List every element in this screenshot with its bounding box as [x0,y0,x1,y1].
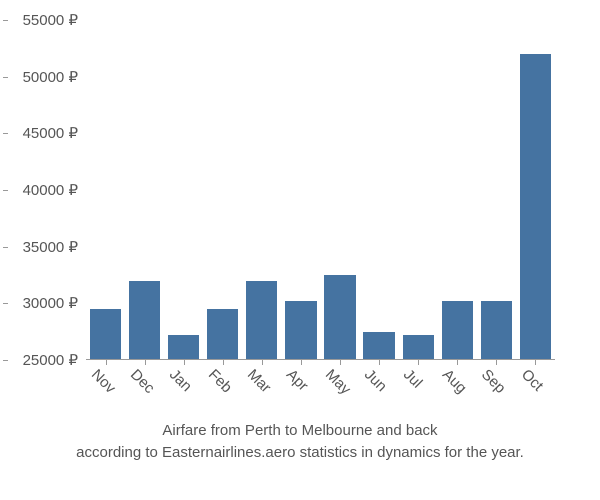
bar-slot [203,20,242,360]
x-tick-mark [145,360,146,365]
bar [168,335,199,360]
bar [442,301,473,360]
x-tick-label: Jun [361,366,390,395]
x-tick-mark [184,360,185,365]
airfare-bar-chart: 25000 ₽30000 ₽35000 ₽40000 ₽45000 ₽50000… [85,20,555,360]
chart-caption: Airfare from Perth to Melbourne and back… [0,420,600,464]
bar [207,309,238,360]
bar-slot [86,20,125,360]
x-tick-label: Oct [518,366,547,395]
caption-line-2: according to Easternairlines.aero statis… [0,442,600,464]
y-tick-label: 55000 ₽ [8,11,78,29]
bar-slot [320,20,359,360]
bar-slot [164,20,203,360]
bar [403,335,434,360]
y-tick-mark [3,77,8,78]
x-tick-label: Feb [205,366,235,396]
bar-slot [516,20,555,360]
x-tick-label: Nov [88,366,119,397]
x-tick-label: Dec [127,366,158,397]
bar-slot [399,20,438,360]
x-tick-label: Jul [400,366,426,392]
y-tick-label: 40000 ₽ [8,181,78,199]
x-tick-label: Aug [439,366,470,397]
y-tick-mark [3,190,8,191]
x-tick-mark [223,360,224,365]
x-tick-mark [496,360,497,365]
x-tick-mark [301,360,302,365]
y-tick-label: 25000 ₽ [8,351,78,369]
bar-slot [438,20,477,360]
x-tick-label: Mar [244,366,274,396]
x-tick-mark [457,360,458,365]
x-tick-mark [535,360,536,365]
x-tick-mark [418,360,419,365]
bar-slot [360,20,399,360]
y-tick-mark [3,20,8,21]
bar [520,54,551,360]
x-tick-mark [340,360,341,365]
y-tick-label: 45000 ₽ [8,124,78,142]
y-tick-mark [3,133,8,134]
y-tick-mark [3,360,8,361]
bar [129,281,160,360]
bar-slot [242,20,281,360]
caption-line-1: Airfare from Perth to Melbourne and back [0,420,600,442]
bar [285,301,316,360]
bar-slot [477,20,516,360]
bar [246,281,277,360]
x-axis-baseline [86,359,555,360]
y-tick-mark [3,303,8,304]
y-tick-label: 30000 ₽ [8,294,78,312]
y-tick-label: 35000 ₽ [8,238,78,256]
bar-slot [125,20,164,360]
x-tick-label: Sep [478,366,509,397]
bar [481,301,512,360]
x-tick-mark [262,360,263,365]
y-axis: 25000 ₽30000 ₽35000 ₽40000 ₽45000 ₽50000… [8,20,78,360]
bars-group [86,20,555,360]
bar [363,332,394,360]
plot-area: 25000 ₽30000 ₽35000 ₽40000 ₽45000 ₽50000… [85,20,555,360]
x-tick-mark [379,360,380,365]
y-tick-label: 50000 ₽ [8,68,78,86]
x-tick-mark [106,360,107,365]
bar [90,309,121,360]
x-tick-label: May [322,366,354,398]
y-tick-mark [3,247,8,248]
bar-slot [281,20,320,360]
x-tick-label: Jan [166,366,195,395]
bar [324,275,355,360]
x-tick-label: Apr [283,366,312,395]
